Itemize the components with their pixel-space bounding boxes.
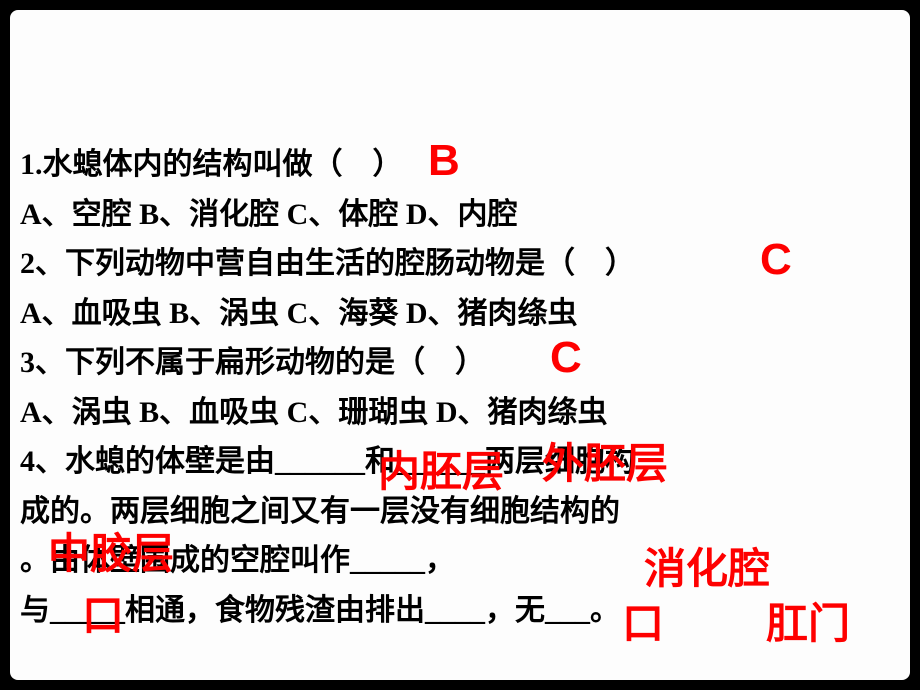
fill-mouth-2: 口: [622, 590, 664, 651]
fill-anus: 肛门: [766, 590, 850, 651]
q1-answer: B: [428, 136, 460, 186]
worksheet-page: 1.水螅体内的结构叫做（ ） A、空腔 B、消化腔 C、体腔 D、内腔 2、下列…: [10, 10, 910, 680]
q1-options: A、空腔 B、消化腔 C、体腔 D、内腔: [20, 190, 900, 240]
q3-answer: C: [550, 333, 582, 383]
fill-outer-layer: 外胚层: [542, 430, 668, 491]
fill-inner-layer: 内胚层: [378, 438, 504, 499]
fill-mesoglea: 中胶层: [48, 520, 174, 581]
q2-answer: C: [760, 235, 792, 285]
q3-options: A、涡虫 B、血吸虫 C、珊瑚虫 D、猪肉绦虫: [20, 388, 900, 438]
q3-stem: 3、下列不属于扁形动物的是（ ）: [20, 338, 900, 388]
fill-mouth-1: 口: [82, 582, 124, 643]
q1-stem: 1.水螅体内的结构叫做（ ）: [20, 140, 900, 190]
q2-options: A、血吸虫 B、涡虫 C、海葵 D、猪肉绦虫: [20, 289, 900, 339]
fill-gastrovascular: 消化腔: [644, 535, 770, 596]
